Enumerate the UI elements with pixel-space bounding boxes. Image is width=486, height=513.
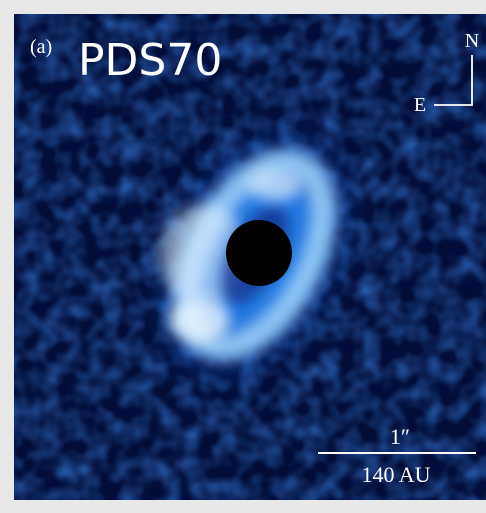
title: PDS70	[78, 35, 222, 86]
scale-physical: 140 AU	[361, 462, 430, 487]
compass-north: N	[465, 30, 479, 52]
figure: (a) PDS70 N E 1″ 140 AU	[0, 0, 486, 513]
compass-east: E	[414, 94, 426, 116]
panel-label: (a)	[30, 36, 52, 58]
page: (a) PDS70 N E 1″ 140 AU (() => { const d…	[0, 0, 486, 513]
coronagraph-mask	[226, 220, 292, 286]
bright-arc	[247, 169, 303, 201]
scale-angular: 1″	[390, 424, 410, 449]
bright-arc	[170, 298, 230, 342]
